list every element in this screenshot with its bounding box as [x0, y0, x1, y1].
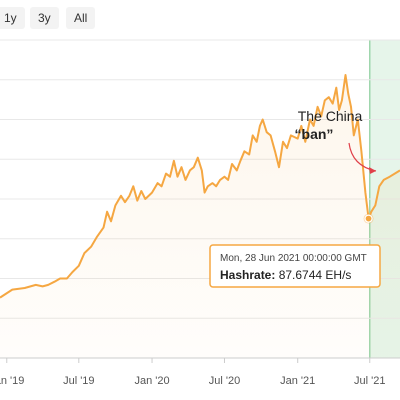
x-tick-label: Jan '20 — [134, 375, 169, 387]
x-tick-label: Jul '19 — [63, 375, 94, 387]
range-button-1y[interactable]: 1y — [0, 7, 25, 29]
time-range-toolbar: 1y 3y All — [0, 4, 400, 32]
hashrate-series-line — [0, 74, 400, 299]
tooltip-box — [209, 244, 381, 288]
range-button-all[interactable]: All — [66, 7, 96, 29]
tooltip-label: Hashrate: — [220, 268, 279, 282]
tooltip-point-marker — [364, 214, 373, 223]
tooltip-date: Mon, 28 Jun 2021 00:00:00 GMT — [220, 253, 367, 264]
annotation-text-line2: “ban” — [295, 126, 334, 142]
x-tick-label: Jan '19 — [0, 375, 24, 387]
x-tick-label: Jan '21 — [280, 375, 315, 387]
tooltip-value-line: Hashrate: 87.6744 EH/s — [220, 268, 351, 282]
x-tick-label: Jul '20 — [209, 375, 240, 387]
tooltip-value: 87.6744 EH/s — [279, 268, 352, 282]
range-button-3y[interactable]: 3y — [30, 7, 59, 29]
x-tick-label: Jul '21 — [354, 375, 385, 387]
annotation-arrowhead — [369, 167, 376, 174]
annotation-text-line1: The China — [298, 108, 363, 124]
